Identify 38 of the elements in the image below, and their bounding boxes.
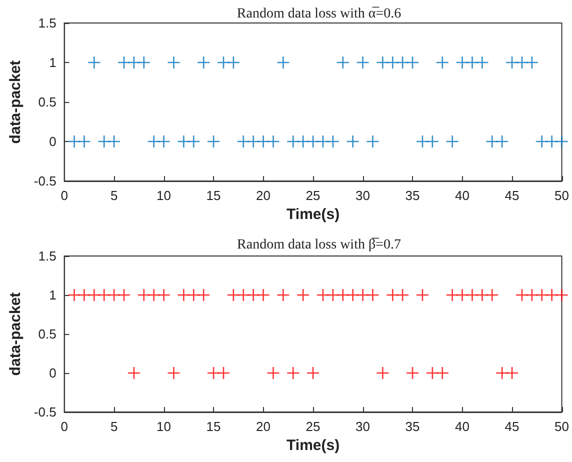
y-tick-label: 0 (49, 134, 56, 149)
x-tick-label: 20 (256, 419, 271, 434)
x-tick-label: 0 (60, 419, 68, 434)
x-tick-label: 15 (206, 188, 221, 203)
x-axis-title: Time(s) (286, 206, 340, 223)
y-tick-label: 1.5 (38, 16, 56, 30)
x-tick-label: 40 (455, 419, 470, 434)
y-tick-label: 1 (49, 288, 56, 302)
x-tick-label: 5 (110, 419, 118, 434)
x-tick-label: 15 (206, 419, 221, 434)
x-tick-label: 50 (554, 419, 570, 434)
y-axis-title: data-packet (7, 60, 24, 144)
x-tick-label: 45 (504, 419, 520, 434)
x-tick-label: 45 (504, 188, 520, 203)
y-tick-label: 1 (49, 55, 56, 70)
x-tick-label: 35 (405, 188, 420, 203)
x-tick-label: 5 (110, 188, 118, 203)
x-tick-label: 25 (306, 419, 320, 434)
x-tick-label: 35 (405, 419, 420, 434)
y-axis-title: data-packet (7, 292, 24, 376)
x-tick-label: 50 (554, 188, 570, 203)
x-tick-label: 30 (356, 419, 370, 434)
x-axis-title: Time(s) (286, 436, 340, 454)
y-tick-label: -0.5 (34, 174, 56, 188)
x-tick-label: 10 (156, 188, 172, 203)
y-tick-label: 0.5 (38, 326, 56, 342)
chart-title: Random data loss with α̅=0.6 (236, 6, 402, 22)
y-tick-label: 1.5 (38, 248, 56, 264)
x-tick-label: 40 (455, 188, 470, 203)
y-tick-label: 0.5 (38, 94, 56, 110)
y-tick-label: -0.5 (34, 404, 56, 420)
x-tick-label: 10 (156, 419, 172, 434)
chart-title: Random data loss with β̅=0.7 (237, 238, 401, 252)
x-tick-label: 0 (60, 188, 68, 203)
y-tick-label: 0 (49, 366, 56, 380)
x-tick-label: 30 (356, 188, 370, 203)
x-tick-label: 25 (306, 188, 320, 203)
x-tick-label: 20 (256, 188, 271, 203)
